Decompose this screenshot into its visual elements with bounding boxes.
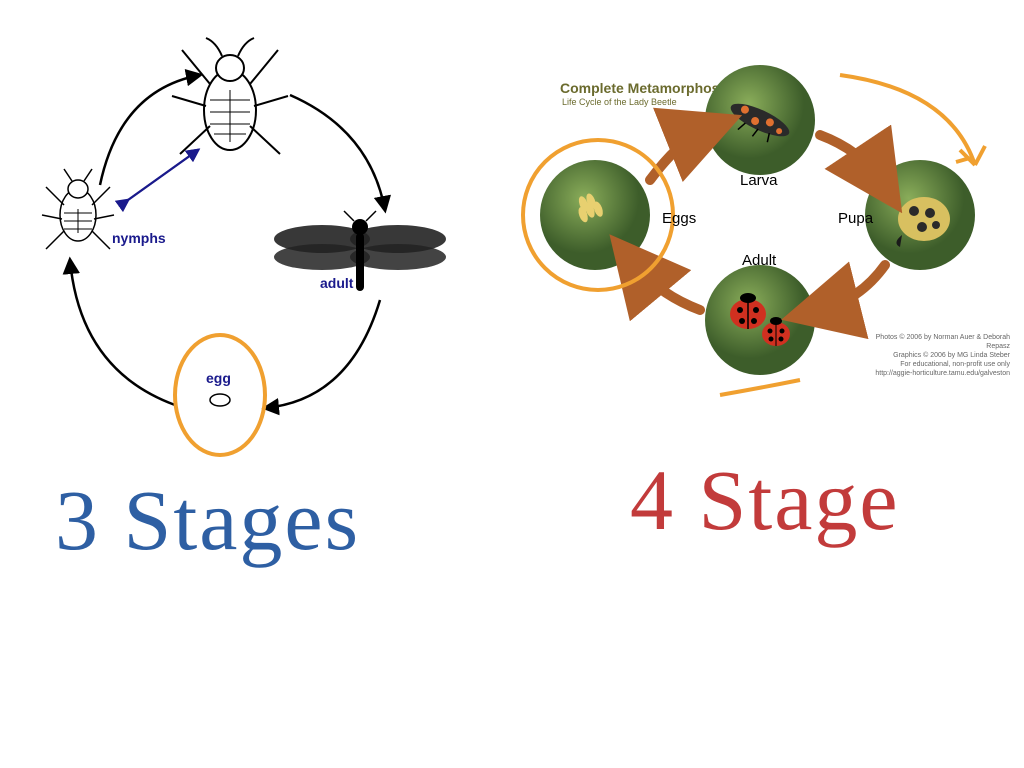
label-pupa: Pupa xyxy=(838,210,873,227)
credit-line-1: Photos © 2006 by Norman Auer & Deborah R… xyxy=(850,333,1010,351)
credit-line-2: Graphics © 2006 by MG Linda Steber xyxy=(850,351,1010,360)
label-egg: egg xyxy=(206,370,231,386)
label-larva: Larva xyxy=(740,172,778,189)
credit-line-4: http://aggie-horticulture.tamu.edu/galve… xyxy=(850,369,1010,378)
diagram-canvas: nymphs adult egg 3 Stages Complete Metam… xyxy=(0,0,1024,768)
credit-line-3: For educational, non-profit use only xyxy=(850,360,1010,369)
adult-underline xyxy=(720,380,800,395)
left-cycle-svg xyxy=(0,0,480,470)
annotation-3-stages: 3 Stages xyxy=(55,470,360,570)
label-adult-right: Adult xyxy=(742,252,776,269)
annotation-4-stages: 4 Stage xyxy=(630,450,900,550)
label-nymphs: nymphs xyxy=(112,230,166,246)
label-adult-left: adult xyxy=(320,275,353,291)
credit-block: Photos © 2006 by Norman Auer & Deborah R… xyxy=(850,333,1010,378)
label-eggs: Eggs xyxy=(662,210,696,227)
